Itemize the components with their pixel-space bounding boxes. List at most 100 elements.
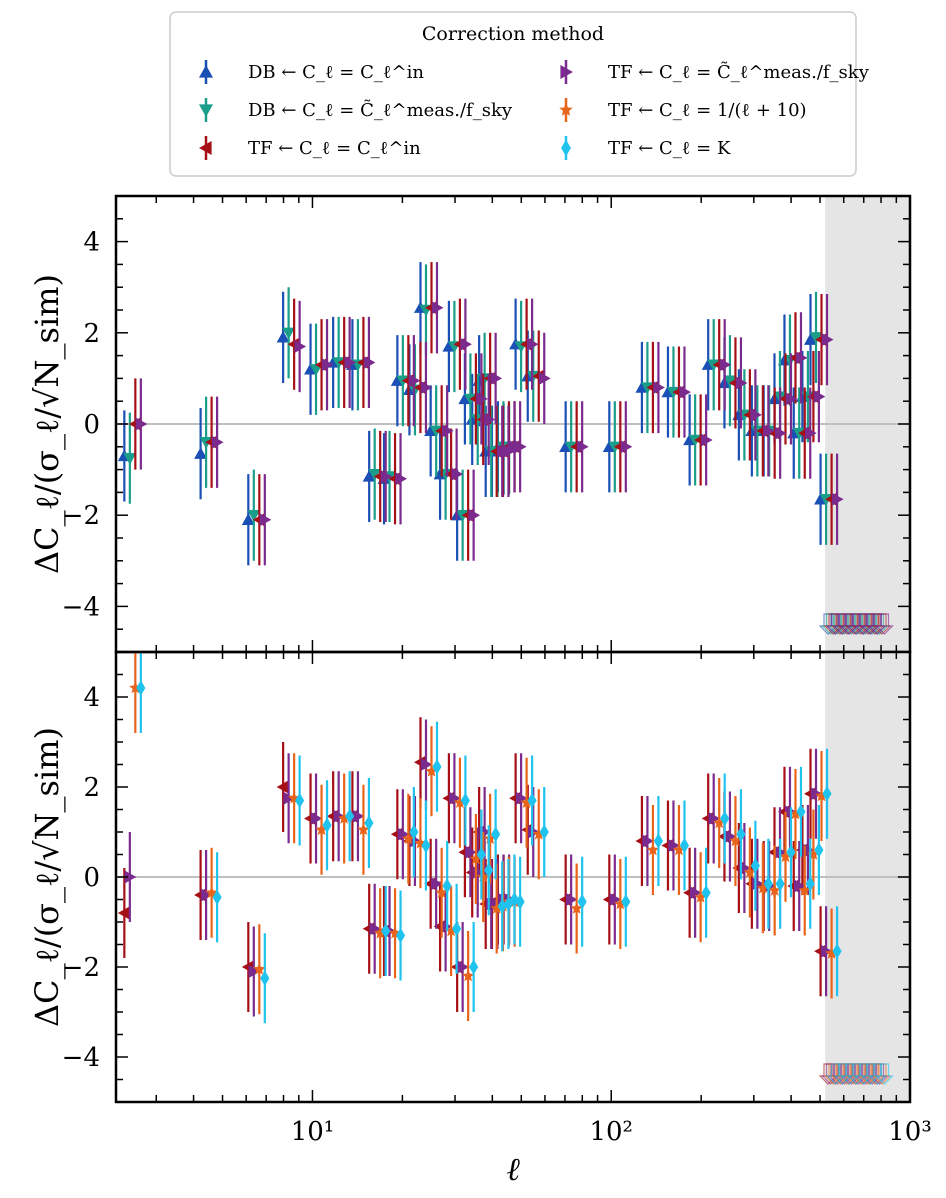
- data-point-star: [435, 886, 448, 898]
- data-point-diamond: [805, 875, 815, 892]
- data-point-diamond: [796, 803, 806, 820]
- data-point-diamond: [503, 896, 514, 912]
- data-point-triangle-right: [380, 469, 393, 483]
- x-tick-labels: 10¹ 10² 10³: [291, 1117, 932, 1147]
- data-point-triangle-right: [449, 791, 461, 805]
- data-point-triangle-right: [420, 381, 433, 395]
- data-point-triangle-down: [723, 375, 737, 388]
- data-point-triangle-up: [804, 333, 818, 345]
- data-point-diamond: [395, 927, 406, 944]
- x-tick-label: 10³: [888, 1117, 932, 1147]
- data-point-triangle-left: [276, 780, 289, 794]
- out-of-range-down-arrow: [861, 1063, 880, 1085]
- out-of-range-down-arrow: [854, 1063, 873, 1085]
- data-point-triangle-right: [430, 877, 443, 891]
- data-point-triangle-right: [576, 440, 589, 454]
- data-point-triangle-right: [420, 758, 433, 771]
- data-point-diamond: [469, 959, 479, 975]
- data-point-triangle-down: [123, 453, 137, 465]
- legend-label: TF ← C_ℓ = K: [608, 138, 731, 159]
- data-point-star: [462, 969, 475, 982]
- out-of-range-down-arrow: [840, 613, 859, 635]
- out-of-range-down-arrow: [840, 1063, 859, 1085]
- data-point-triangle-left: [117, 906, 130, 920]
- top-data: [117, 262, 894, 635]
- top-panel: 4 2 0 −2 −4 ΔC_ℓ/(σ_ℓ/√N_sim): [28, 194, 912, 654]
- data-point-triangle-right: [735, 376, 748, 390]
- data-point-triangle-right: [700, 433, 713, 447]
- data-point-triangle-up: [276, 330, 290, 343]
- out-of-range-down-arrow: [833, 1063, 852, 1085]
- data-point-diamond: [452, 920, 462, 937]
- bottom-data: [117, 652, 894, 1085]
- data-point-triangle-right: [515, 791, 528, 805]
- data-point-triangle-right: [431, 301, 444, 315]
- out-of-range-down-arrow: [826, 1063, 845, 1085]
- legend-marker-triangle-right: [560, 65, 573, 79]
- y-tick-label: 2: [83, 319, 100, 349]
- data-point-diamond: [421, 837, 431, 854]
- data-point-triangle-right: [750, 408, 762, 422]
- data-point-star: [789, 807, 802, 820]
- data-point-star: [646, 843, 660, 856]
- data-point-triangle-right: [321, 358, 334, 372]
- out-of-range-down-arrow: [854, 613, 873, 635]
- data-point-triangle-right: [397, 827, 410, 841]
- data-point-triangle-down: [809, 332, 823, 344]
- data-point-triangle-right: [821, 333, 834, 347]
- y-tick-label: −4: [62, 1043, 100, 1073]
- data-point-star: [469, 852, 483, 865]
- data-point-diamond: [822, 785, 832, 802]
- data-point-star: [315, 823, 328, 835]
- out-of-range-down-arrow: [868, 1063, 887, 1085]
- data-point-diamond: [509, 891, 519, 908]
- legend-marker-triangle-left: [199, 141, 212, 155]
- data-point-star: [477, 870, 490, 883]
- out-of-range-down-arrow: [861, 613, 880, 635]
- data-point-diamond: [679, 837, 690, 854]
- y-tick-label: 4: [83, 683, 100, 713]
- data-point-diamond: [322, 817, 332, 834]
- data-point-triangle-right: [248, 965, 261, 978]
- legend-label: TF ← C_ℓ = C̃_ℓ^meas./f_sky: [608, 61, 870, 83]
- data-point-triangle-right: [135, 417, 148, 431]
- out-of-range-down-arrow: [847, 613, 866, 635]
- data-point-star: [570, 902, 583, 914]
- bottom-y-axis-label: ΔC_ℓ/(σ_ℓ/√N_sim): [28, 727, 66, 1027]
- x-tick-label: 10²: [589, 1117, 633, 1147]
- data-point-triangle-right: [774, 426, 787, 440]
- data-point-diamond: [786, 844, 796, 861]
- legend-title: Correction method: [422, 23, 604, 45]
- data-point-triangle-right: [294, 339, 307, 353]
- data-point-triangle-right: [457, 960, 470, 974]
- data-point-triangle-right: [490, 371, 503, 385]
- bottom-frame: [114, 650, 912, 1104]
- data-point-triangle-right: [642, 834, 654, 848]
- data-point-triangle-down: [368, 468, 382, 481]
- legend-label: TF ← C_ℓ = C_ℓ^in: [248, 138, 421, 159]
- data-point-diamond: [364, 815, 374, 831]
- data-point-diamond: [750, 857, 760, 874]
- data-point-diamond: [527, 792, 537, 809]
- data-point-triangle-right: [609, 893, 622, 906]
- data-point-triangle-down: [247, 510, 261, 522]
- data-point-diamond: [832, 943, 842, 960]
- data-point-star: [444, 924, 458, 937]
- data-point-triangle-right: [441, 424, 454, 438]
- data-point-triangle-right: [565, 893, 578, 906]
- out-of-range-down-arrow: [826, 613, 845, 635]
- data-point-triangle-right: [310, 812, 323, 825]
- data-point-triangle-right: [395, 472, 408, 486]
- data-point-triangle-right: [724, 830, 737, 843]
- data-point-triangle-right: [528, 825, 540, 839]
- data-point-triangle-right: [503, 444, 515, 458]
- data-point-triangle-right: [468, 508, 481, 522]
- legend-label: DB ← C_ℓ = C_ℓ^in: [248, 62, 424, 83]
- data-point-star: [402, 832, 415, 844]
- out-of-range-down-arrow: [833, 613, 852, 635]
- top-y-tick-labels: 4 2 0 −2 −4: [62, 228, 100, 623]
- data-point-star: [825, 947, 838, 959]
- data-point-diamond: [345, 808, 355, 825]
- data-point-triangle-right: [813, 390, 826, 404]
